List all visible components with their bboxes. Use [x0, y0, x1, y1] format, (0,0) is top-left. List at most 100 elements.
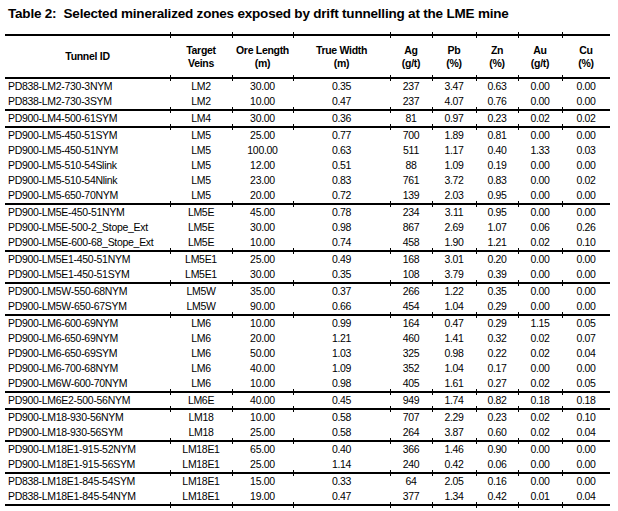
value-cell: 0.47 [293, 489, 390, 504]
tunnel-id-cell: PD900-LM5E-450-51NYM [5, 205, 170, 220]
value-cell: 3.79 [432, 267, 476, 282]
table-row: PD838-LM18E1-845-54SYMLM18E115.000.33642… [5, 474, 610, 489]
column-boundary-tick [476, 32, 477, 38]
value-cell: 0.63 [476, 79, 518, 94]
vein-group: PD900-LM6-600-69NYMLM610.000.991640.470.… [5, 316, 610, 393]
tunnel-id-cell: PD900-LM5E-500-2_Stope_Ext [5, 220, 170, 235]
value-cell: 0.27 [476, 376, 518, 391]
value-cell: 0.07 [562, 331, 610, 346]
tunnel-id-cell: PD900-LM6E2-500-56NYM [5, 393, 170, 408]
column-label: True Width [316, 44, 367, 57]
column-label: Pb [448, 44, 461, 57]
value-cell: 1.17 [432, 143, 476, 158]
value-cell: 0.81 [476, 128, 518, 143]
column-boundary-tick [293, 502, 294, 508]
vein-group: PD900-LM5E1-450-51NYMLM5E125.000.491683.… [5, 252, 610, 284]
table-row: PD900-LM5W-550-68NYMLM5W35.000.372661.22… [5, 284, 610, 299]
value-cell: 0.02 [518, 331, 562, 346]
table-row: PD900-LM5E-450-51NYMLM5E45.000.782343.11… [5, 205, 610, 220]
table-row: PD900-LM5E1-450-51NYMLM5E125.000.491683.… [5, 252, 610, 267]
value-cell: 0.00 [518, 267, 562, 282]
value-cell: 0.45 [293, 393, 390, 408]
value-cell: 0.04 [562, 425, 610, 440]
value-cell: LM5E1 [170, 267, 232, 282]
value-cell: 0.00 [562, 252, 610, 267]
table-row: PD900-LM5-450-51NYMLM5100.000.635111.170… [5, 143, 610, 158]
value-cell: 0.00 [562, 205, 610, 220]
value-cell: LM6 [170, 346, 232, 361]
value-cell: LM5W [170, 299, 232, 314]
tunnel-id-cell: PD900-LM18-930-56SYM [5, 425, 170, 440]
value-cell: 1.74 [432, 393, 476, 408]
column-header-au: Au(g/t) [518, 36, 562, 77]
value-cell: 0.97 [432, 111, 476, 126]
value-cell: 100.00 [232, 143, 293, 158]
value-cell: 0.29 [476, 316, 518, 331]
value-cell: 0.22 [476, 346, 518, 361]
column-boundary-tick [432, 502, 433, 508]
value-cell: 0.77 [293, 128, 390, 143]
value-cell: 0.00 [562, 188, 610, 203]
column-boundary-tick [562, 502, 563, 508]
value-cell: LM5E [170, 220, 232, 235]
value-cell: 0.23 [476, 410, 518, 425]
tunnel-id-cell: PD900-LM5W-650-67SYM [5, 299, 170, 314]
value-cell: 15.00 [232, 474, 293, 489]
value-cell: 88 [390, 158, 432, 173]
value-cell: 1.04 [432, 299, 476, 314]
tunnel-id-cell: PD900-LM18-930-56NYM [5, 410, 170, 425]
value-cell: 164 [390, 316, 432, 331]
value-cell: 1.09 [432, 158, 476, 173]
value-cell: 0.00 [518, 361, 562, 376]
table-row: PD900-LM5-450-51SYMLM525.000.777001.890.… [5, 128, 610, 143]
value-cell: 30.00 [232, 111, 293, 126]
value-cell: 405 [390, 376, 432, 391]
column-label: Zn [491, 44, 503, 57]
tunnel-id-cell: PD900-LM5-450-51NYM [5, 143, 170, 158]
value-cell: 0.42 [476, 489, 518, 504]
value-cell: 237 [390, 79, 432, 94]
vein-group: PD900-LM5E-450-51NYMLM5E45.000.782343.11… [5, 205, 610, 252]
value-cell: 0.95 [476, 205, 518, 220]
value-cell: 240 [390, 457, 432, 472]
value-cell: 0.00 [562, 128, 610, 143]
column-label: Au [533, 44, 546, 57]
value-cell: 0.66 [293, 299, 390, 314]
value-cell: 0.16 [476, 474, 518, 489]
column-label: Ore Length [236, 44, 289, 57]
value-cell: 0.23 [476, 111, 518, 126]
value-cell: 867 [390, 220, 432, 235]
tunnel-id-cell: PD900-LM5E1-450-51SYM [5, 267, 170, 282]
tunnel-id-cell: PD900-LM6-650-69SYM [5, 346, 170, 361]
value-cell: 949 [390, 393, 432, 408]
value-cell: 3.47 [432, 79, 476, 94]
column-header-pb: Pb(%) [432, 36, 476, 77]
value-cell: 64 [390, 474, 432, 489]
column-boundary-tick [432, 32, 433, 38]
value-cell: 0.78 [293, 205, 390, 220]
value-cell: LM4 [170, 111, 232, 126]
value-cell: 0.00 [562, 361, 610, 376]
column-header-ore-length: Ore Length(m) [232, 36, 293, 77]
value-cell: 0.00 [518, 474, 562, 489]
value-cell: 1.15 [518, 316, 562, 331]
column-boundary-tick [518, 502, 519, 508]
value-cell: 0.39 [476, 267, 518, 282]
tunnel-id-cell: PD838-LM18E1-845-54NYM [5, 489, 170, 504]
vein-group: PD838-LM18E1-845-54SYMLM18E115.000.33642… [5, 474, 610, 504]
value-cell: 0.00 [562, 284, 610, 299]
value-cell: 1.41 [432, 331, 476, 346]
value-cell: 0.74 [293, 235, 390, 250]
value-cell: 0.35 [476, 284, 518, 299]
value-cell: 108 [390, 267, 432, 282]
value-cell: 2.05 [432, 474, 476, 489]
value-cell: 81 [390, 111, 432, 126]
column-boundary-tick [293, 32, 294, 38]
value-cell: 707 [390, 410, 432, 425]
table-row: PD900-LM6E2-500-56NYMLM6E40.000.459491.7… [5, 393, 610, 408]
value-cell: LM18 [170, 410, 232, 425]
tunnel-id-cell: PD838-LM2-730-3SYM [5, 94, 170, 109]
value-cell: LM6 [170, 376, 232, 391]
value-cell: 0.99 [293, 316, 390, 331]
column-header-ag: Ag(g/t) [390, 36, 432, 77]
